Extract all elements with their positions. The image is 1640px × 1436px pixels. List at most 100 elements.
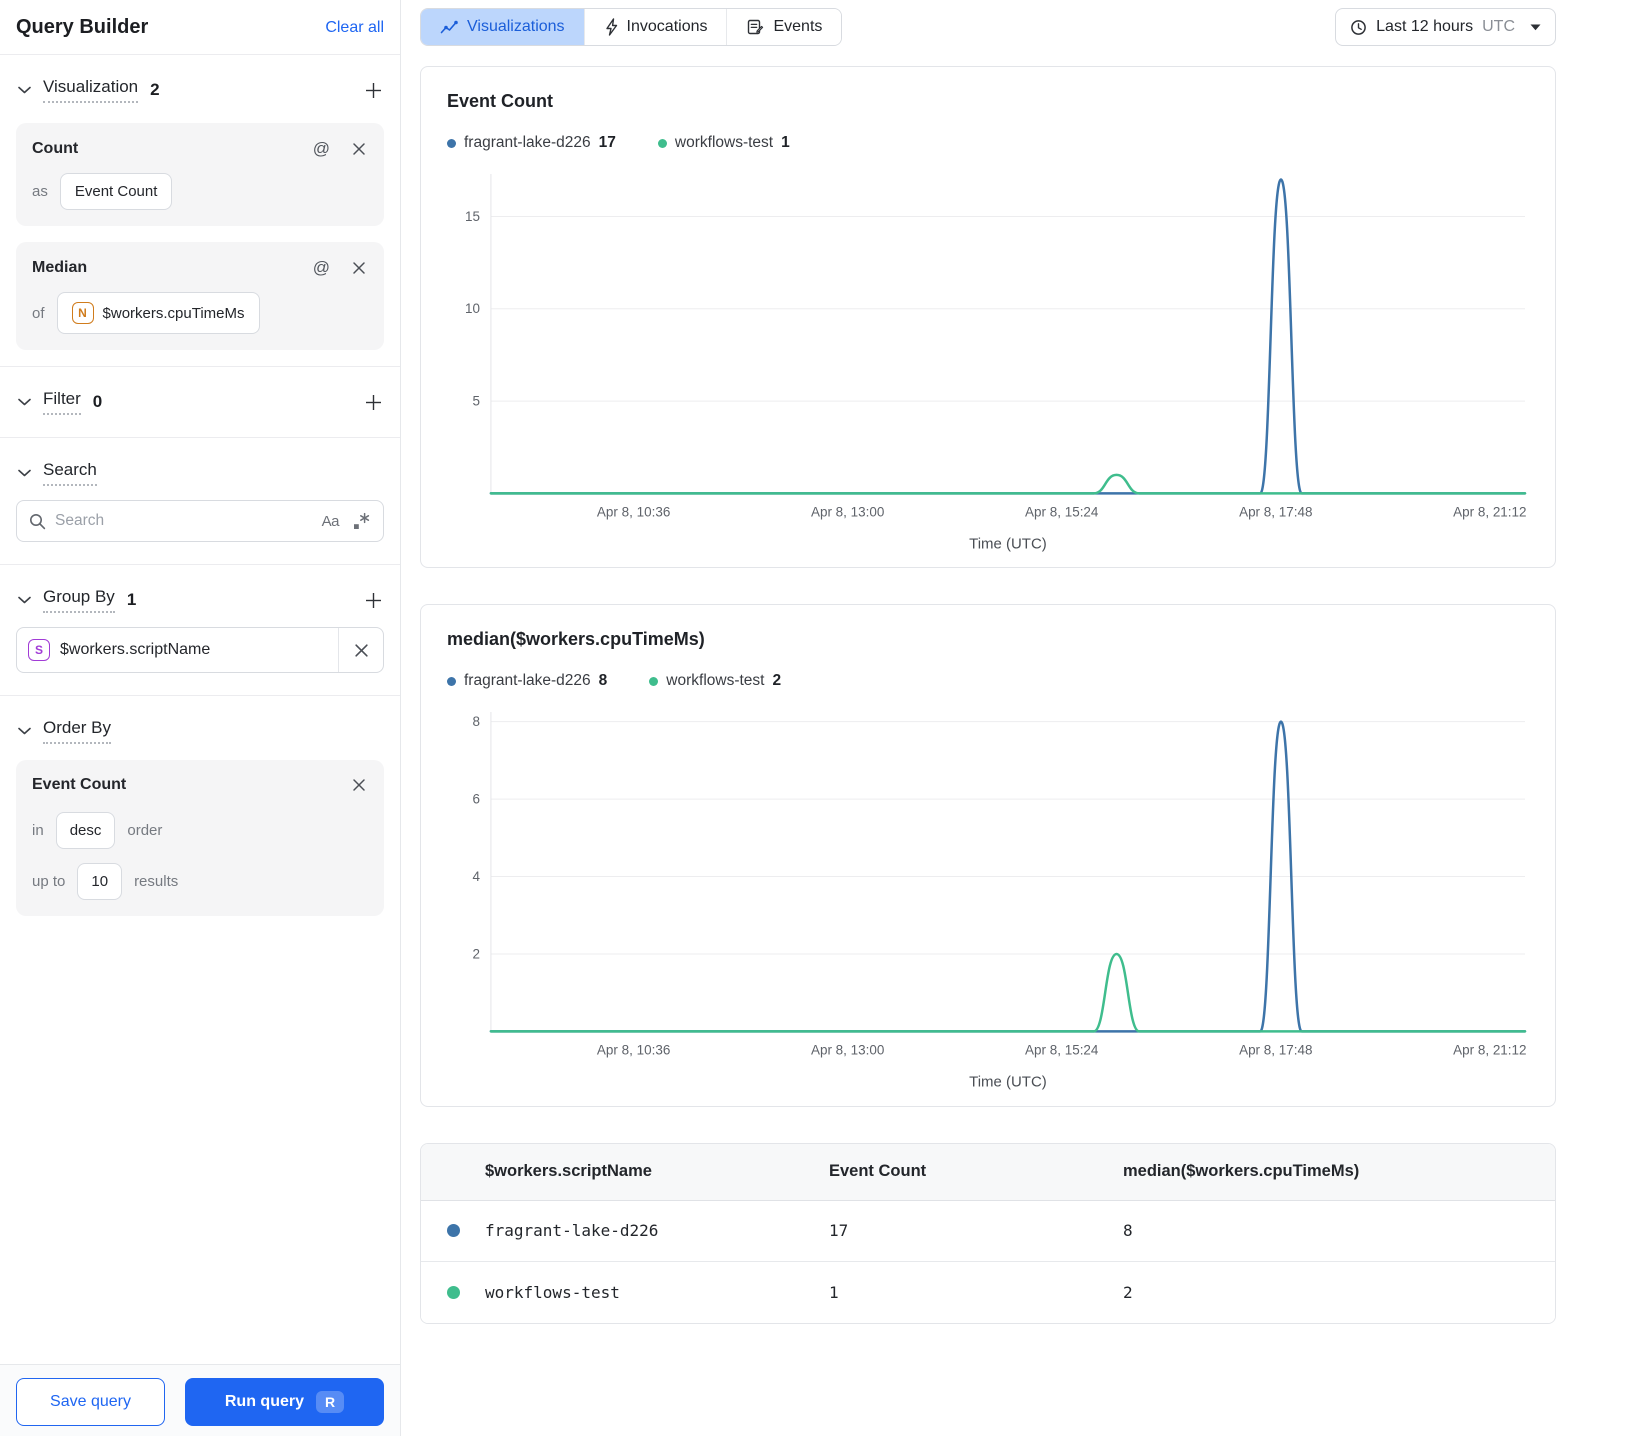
up-to-label: up to xyxy=(32,873,66,890)
group-by-section-label[interactable]: Group By xyxy=(43,587,115,613)
divider xyxy=(338,628,339,672)
event-count-chart-card: Event Count fragrant-lake-d226 17 workflow… xyxy=(420,66,1556,569)
median-cputime-chart[interactable]: 2 4 6 8 Apr 8, 10:36 Apr 8, 13:00 Apr 8, 15:24… xyxy=(447,704,1529,1091)
alias-value-box[interactable]: Event Count xyxy=(59,173,173,210)
sort-direction-select[interactable]: desc xyxy=(55,812,116,849)
x-axis-title: Time (UTC) xyxy=(969,1074,1047,1091)
table-row[interactable]: fragrant-lake-d226 17 8 xyxy=(421,1200,1555,1262)
tab-visualizations[interactable]: Visualizations xyxy=(421,9,584,45)
chevron-down-icon[interactable] xyxy=(16,396,33,408)
chevron-down-icon[interactable] xyxy=(16,725,33,737)
chart-title: Event Count xyxy=(447,91,553,111)
order-by-section-label[interactable]: Order By xyxy=(43,718,112,744)
tab-events[interactable]: Events xyxy=(726,9,842,45)
as-label: as xyxy=(32,183,48,200)
column-header-script-name: $workers.scriptName xyxy=(485,1162,652,1181)
tab-label: Visualizations xyxy=(467,18,565,35)
x-axis-title: Time (UTC) xyxy=(969,535,1047,552)
field-value-box[interactable]: N $workers.cpuTimeMs xyxy=(56,292,260,334)
result-limit-input[interactable]: 10 xyxy=(77,863,123,900)
series-line xyxy=(489,952,1527,1033)
filter-section-label[interactable]: Filter xyxy=(43,389,81,415)
legend-item[interactable]: fragrant-lake-d226 8 xyxy=(447,672,607,690)
y-tick-label: 2 xyxy=(472,947,480,962)
x-tick-label: Apr 8, 10:36 xyxy=(597,504,670,519)
order-by-card: Event Count in desc order up to 10 resul… xyxy=(16,760,384,916)
field-name: $workers.cpuTimeMs xyxy=(102,304,245,322)
sidebar-footer: Save query Run query R xyxy=(0,1364,400,1436)
run-query-button[interactable]: Run query R xyxy=(185,1378,384,1426)
y-tick-label: 5 xyxy=(472,394,480,409)
legend-dot xyxy=(657,138,667,148)
cell-script-name: workflows-test xyxy=(485,1282,620,1302)
group-by-field-name: $workers.scriptName xyxy=(60,641,211,658)
sidebar-scroll[interactable]: Visualization 2 Count @ as Event Coun xyxy=(0,55,400,1364)
visualization-count: 2 xyxy=(150,80,160,99)
event-count-chart[interactable]: 5 10 15 Apr 8, 10:36 Apr 8, 13:00 Apr 8, 15:2… xyxy=(447,166,1529,553)
order-by-section: Order By Event Count in desc order up to… xyxy=(0,696,400,916)
search-section-label[interactable]: Search xyxy=(43,460,97,486)
legend-item[interactable]: workflows-test 2 xyxy=(649,672,781,690)
run-query-label: Run query xyxy=(224,1393,304,1410)
cell-event-count: 17 xyxy=(829,1221,849,1241)
run-shortcut-badge: R xyxy=(316,1391,345,1413)
lightning-icon xyxy=(604,18,618,36)
match-case-icon[interactable]: Aa xyxy=(321,512,340,530)
x-tick-label: Apr 8, 17:48 xyxy=(1239,504,1312,519)
x-tick-label: Apr 8, 13:00 xyxy=(811,504,884,519)
remove-order-by-button[interactable] xyxy=(350,776,368,794)
line-chart-icon xyxy=(440,19,458,35)
legend-dot xyxy=(649,676,659,686)
time-range-select[interactable]: Last 12 hours UTC xyxy=(1335,8,1556,46)
group-by-item[interactable]: S $workers.scriptName xyxy=(16,627,384,673)
search-input[interactable] xyxy=(55,512,313,530)
group-by-count: 1 xyxy=(126,590,137,609)
add-filter-button[interactable] xyxy=(363,392,384,413)
tab-invocations[interactable]: Invocations xyxy=(583,9,727,45)
legend-item[interactable]: fragrant-lake-d226 17 xyxy=(447,134,616,152)
remove-visualization-button[interactable] xyxy=(350,259,368,277)
chart-legend: fragrant-lake-d226 8 workflows-test 2 xyxy=(447,672,1529,690)
visualization-section-label[interactable]: Visualization xyxy=(43,77,139,103)
series-line xyxy=(489,473,1527,495)
page-title: Query Builder xyxy=(16,16,149,38)
caret-down-icon xyxy=(1530,24,1541,31)
order-by-field: Event Count xyxy=(32,776,127,793)
in-label: in xyxy=(32,822,44,839)
series-color-dot xyxy=(446,1224,460,1238)
clear-all-button[interactable]: Clear all xyxy=(325,18,384,36)
add-visualization-button[interactable] xyxy=(363,80,384,101)
column-header-event-count: Event Count xyxy=(829,1162,927,1181)
series-line xyxy=(489,720,1527,1033)
remove-visualization-button[interactable] xyxy=(350,140,368,158)
x-tick-label: Apr 8, 10:36 xyxy=(597,1043,670,1058)
reference-at-icon[interactable]: @ xyxy=(312,139,330,158)
cell-script-name: fragrant-lake-d226 xyxy=(485,1221,659,1241)
legend-series-name: fragrant-lake-d226 xyxy=(464,134,591,151)
remove-group-by-button[interactable] xyxy=(339,628,383,672)
save-query-button[interactable]: Save query xyxy=(16,1378,165,1426)
legend-item[interactable]: workflows-test 1 xyxy=(657,134,790,152)
time-range-label: Last 12 hours xyxy=(1376,18,1474,35)
search-icon xyxy=(29,513,46,530)
main-content: Visualizations Invocations Events Last 1… xyxy=(401,0,1640,1436)
filter-section: Filter 0 xyxy=(0,367,400,437)
add-group-by-button[interactable] xyxy=(363,590,384,611)
chevron-down-icon[interactable] xyxy=(16,594,33,606)
y-tick-label: 6 xyxy=(472,792,480,807)
reference-at-icon[interactable]: @ xyxy=(312,258,330,277)
regex-icon[interactable] xyxy=(352,512,371,531)
x-tick-label: Apr 8, 21:12 xyxy=(1453,1043,1526,1058)
tab-label: Invocations xyxy=(626,18,708,35)
chevron-down-icon[interactable] xyxy=(16,84,33,96)
x-tick-label: Apr 8, 21:12 xyxy=(1453,504,1526,519)
chevron-down-icon[interactable] xyxy=(16,467,33,479)
y-tick-label: 15 xyxy=(465,209,480,224)
string-type-icon: S xyxy=(28,639,50,661)
order-label: order xyxy=(127,822,163,839)
y-tick-label: 8 xyxy=(472,714,480,729)
table-row[interactable]: workflows-test 1 2 xyxy=(421,1261,1555,1323)
legend-series-value: 2 xyxy=(772,672,782,690)
cell-median: 2 xyxy=(1123,1282,1133,1302)
legend-dot xyxy=(447,676,456,686)
